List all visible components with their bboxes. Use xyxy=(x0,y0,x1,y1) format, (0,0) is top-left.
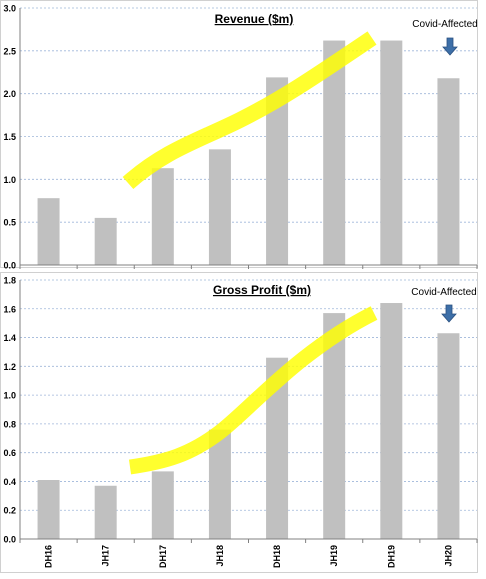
revenue-chart-title: Revenue ($m) xyxy=(215,12,294,26)
gross-profit-bar-jh20 xyxy=(437,333,460,539)
gross-profit-bar-jh18 xyxy=(208,429,231,539)
revenue-y-tick-label: 0.5 xyxy=(3,218,16,228)
revenue-y-tick-label: 1.5 xyxy=(3,132,16,142)
revenue-y-tick-label: 0.0 xyxy=(3,261,16,271)
x-tick-label-jh20: JH20 xyxy=(443,545,453,567)
gross-profit-bar-dh19 xyxy=(380,303,403,539)
x-tick-label-jh18: JH18 xyxy=(215,545,225,567)
gross-profit-trend-highlight xyxy=(128,306,378,475)
gross-profit-bar-jh17 xyxy=(94,485,117,539)
gross-profit-annotation: Covid-Affected xyxy=(411,287,476,298)
gross-profit-bar-dh16 xyxy=(37,480,60,539)
gross-profit-bar-jh19 xyxy=(323,313,346,539)
x-tick-label-jh19: JH19 xyxy=(329,545,339,567)
revenue-axes xyxy=(19,8,478,269)
x-tick-label-dh18: DH18 xyxy=(272,545,282,568)
gross-profit-y-tick-label: 0.0 xyxy=(3,535,16,545)
revenue-bar-jh20 xyxy=(437,78,460,265)
revenue-annotation: Covid-Affected xyxy=(412,19,477,30)
gross-profit-y-tick-label: 1.4 xyxy=(3,333,16,343)
x-tick-label-dh16: DH16 xyxy=(44,545,54,568)
revenue-chart-panel: 0.0 0.5 1.0 1.5 2.0 2.5 3.0 Revenue ($m) Covid… xyxy=(0,0,478,271)
gross-profit-y-tick-label: 0.4 xyxy=(3,477,16,487)
revenue-y-tick-label: 3.0 xyxy=(3,4,16,14)
revenue-y-tick-label: 2.0 xyxy=(3,89,16,99)
revenue-y-tick-labels: 0.0 0.5 1.0 1.5 2.0 2.5 3.0 xyxy=(3,4,16,271)
x-tick-label-dh17: DH17 xyxy=(158,545,168,568)
revenue-bars xyxy=(37,40,460,266)
revenue-bar-jh18 xyxy=(208,149,231,265)
gross-profit-y-tick-label: 1.2 xyxy=(3,362,16,372)
revenue-chart-border xyxy=(0,0,478,268)
gross-profit-y-tick-label: 0.8 xyxy=(3,419,16,429)
revenue-bar-dh19 xyxy=(380,40,403,266)
gross-profit-y-tick-label: 1.6 xyxy=(3,304,16,314)
revenue-bar-jh17 xyxy=(94,217,117,265)
gross-profit-bar-dh18 xyxy=(266,357,289,539)
gross-profit-x-tick-labels: DH16 JH17 DH17 JH18 DH18 JH19 DH19 JH20 xyxy=(44,545,454,568)
gross-profit-down-arrow-icon xyxy=(441,304,457,323)
x-tick-label-jh17: JH17 xyxy=(101,545,111,567)
gross-profit-bars xyxy=(37,303,460,539)
revenue-y-tick-label: 1.0 xyxy=(3,175,16,185)
revenue-bar-dh16 xyxy=(37,198,60,265)
gross-profit-y-tick-label: 1.8 xyxy=(3,276,16,286)
gross-profit-chart-title: Gross Profit ($m) xyxy=(213,283,311,297)
gross-profit-y-tick-label: 0.2 xyxy=(3,506,16,516)
gross-profit-chart-panel: 0.00.20.40.60.81.01.21.41.61.8 DH16 JH17 D… xyxy=(0,272,478,573)
revenue-arrow-shape xyxy=(442,37,458,56)
gross-profit-axes xyxy=(19,280,478,543)
gross-profit-chart-border xyxy=(0,272,478,573)
gross-profit-arrow-shape xyxy=(441,304,457,323)
revenue-down-arrow-icon xyxy=(442,37,458,56)
revenue-y-tick-label: 2.5 xyxy=(3,46,16,56)
gross-profit-gridlines xyxy=(20,279,477,511)
revenue-bar-dh17 xyxy=(151,168,174,265)
x-tick-label-dh19: DH19 xyxy=(386,545,396,568)
revenue-bar-dh18 xyxy=(266,77,289,265)
revenue-bar-jh19 xyxy=(323,40,346,266)
gross-profit-y-tick-label: 0.6 xyxy=(3,448,16,458)
revenue-trend-highlight xyxy=(122,31,377,190)
gross-profit-bar-dh17 xyxy=(151,471,174,539)
gross-profit-y-tick-labels: 0.0 0.2 0.4 0.6 0.8 1.0 1.2 1.4 1.6 1.8 xyxy=(3,276,16,545)
gross-profit-y-tick-label: 1.0 xyxy=(3,391,16,401)
